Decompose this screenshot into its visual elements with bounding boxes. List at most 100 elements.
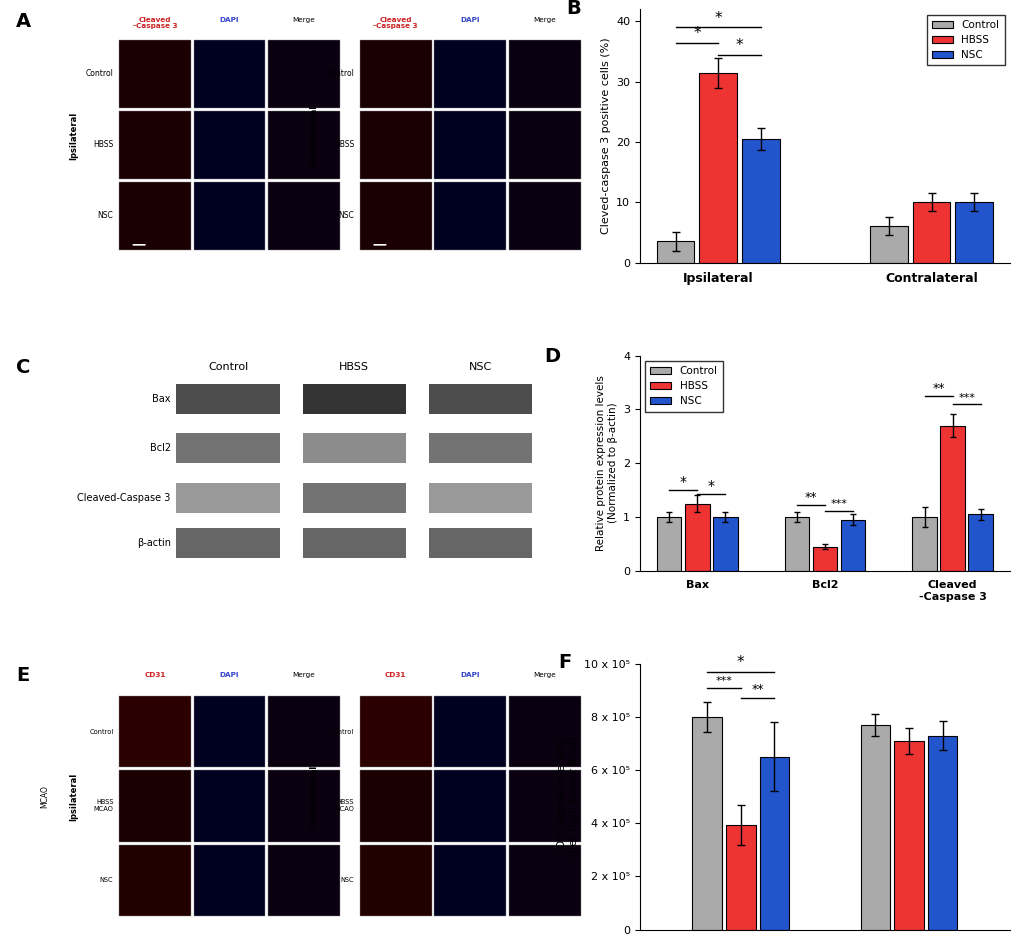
Bar: [656, 241, 694, 263]
FancyBboxPatch shape: [428, 483, 531, 513]
Text: HBSS: HBSS: [93, 140, 113, 149]
Text: *: *: [679, 475, 686, 489]
FancyBboxPatch shape: [434, 39, 505, 108]
Bar: [726, 824, 755, 930]
Text: DAPI: DAPI: [219, 17, 239, 23]
FancyBboxPatch shape: [428, 528, 531, 558]
Y-axis label: CD31 signal intensity
(per high power filed): CD31 signal intensity (per high power fi…: [556, 736, 578, 857]
Text: Bax: Bax: [152, 393, 170, 404]
FancyBboxPatch shape: [176, 528, 279, 558]
Text: Contralateral: Contralateral: [309, 765, 318, 828]
FancyBboxPatch shape: [508, 844, 580, 916]
Text: NSC: NSC: [338, 211, 354, 221]
Text: HBSS: HBSS: [338, 362, 369, 372]
FancyBboxPatch shape: [508, 696, 580, 767]
Text: *: *: [707, 479, 714, 493]
FancyBboxPatch shape: [428, 383, 531, 414]
Y-axis label: Cleved-caspase 3 positive cells (%): Cleved-caspase 3 positive cells (%): [600, 38, 610, 235]
FancyBboxPatch shape: [268, 770, 339, 842]
Text: **: **: [804, 491, 816, 504]
Text: HBSS: HBSS: [333, 140, 354, 149]
Bar: [912, 202, 950, 263]
Bar: [955, 202, 993, 263]
FancyBboxPatch shape: [360, 696, 431, 767]
Text: HBSS
MCAO: HBSS MCAO: [94, 799, 113, 812]
Bar: [712, 517, 737, 571]
FancyBboxPatch shape: [194, 770, 265, 842]
FancyBboxPatch shape: [360, 39, 431, 108]
Text: CD31: CD31: [384, 671, 406, 678]
FancyBboxPatch shape: [119, 111, 191, 179]
Text: Control: Control: [86, 69, 113, 79]
Bar: [656, 517, 681, 571]
Bar: [812, 546, 837, 571]
Bar: [699, 72, 737, 263]
Text: B: B: [566, 0, 580, 18]
Y-axis label: Relative protein expression levels
(Normalized to β-actin): Relative protein expression levels (Norm…: [595, 376, 616, 551]
FancyBboxPatch shape: [508, 39, 580, 108]
FancyBboxPatch shape: [194, 844, 265, 916]
Text: ***: ***: [715, 675, 732, 685]
Text: ***: ***: [957, 393, 974, 403]
Text: D: D: [543, 347, 559, 366]
Text: β-actin: β-actin: [137, 538, 170, 547]
FancyBboxPatch shape: [194, 181, 265, 250]
Text: Control: Control: [208, 362, 248, 372]
Bar: [692, 717, 721, 930]
Bar: [869, 226, 907, 263]
Text: Cleaved
-Caspase 3: Cleaved -Caspase 3: [373, 17, 418, 29]
Text: ***: ***: [829, 500, 847, 510]
Bar: [860, 725, 890, 930]
FancyBboxPatch shape: [119, 844, 191, 916]
Text: C: C: [16, 358, 31, 377]
Text: Ipsilateral: Ipsilateral: [68, 773, 77, 821]
Text: Merge: Merge: [292, 17, 315, 23]
FancyBboxPatch shape: [303, 528, 406, 558]
FancyBboxPatch shape: [194, 111, 265, 179]
Text: MCAO: MCAO: [40, 785, 49, 808]
Text: Cleaved
-Caspase 3: Cleaved -Caspase 3: [132, 17, 177, 29]
Text: Control: Control: [329, 729, 354, 734]
Text: F: F: [558, 654, 572, 672]
FancyBboxPatch shape: [268, 39, 339, 108]
FancyBboxPatch shape: [508, 770, 580, 842]
FancyBboxPatch shape: [268, 696, 339, 767]
FancyBboxPatch shape: [268, 844, 339, 916]
FancyBboxPatch shape: [360, 844, 431, 916]
FancyBboxPatch shape: [434, 770, 505, 842]
Bar: [940, 425, 964, 571]
FancyBboxPatch shape: [194, 696, 265, 767]
FancyBboxPatch shape: [434, 696, 505, 767]
Text: **: **: [751, 684, 763, 696]
FancyBboxPatch shape: [434, 181, 505, 250]
Text: *: *: [692, 25, 700, 40]
Bar: [911, 517, 936, 571]
Text: NSC: NSC: [100, 877, 113, 884]
FancyBboxPatch shape: [508, 181, 580, 250]
FancyBboxPatch shape: [176, 433, 279, 463]
FancyBboxPatch shape: [303, 483, 406, 513]
Text: Ipsilateral: Ipsilateral: [68, 112, 77, 161]
Text: NSC: NSC: [468, 362, 491, 372]
Text: CD31: CD31: [144, 671, 165, 678]
Text: A: A: [16, 12, 31, 31]
Text: **: **: [931, 382, 944, 394]
FancyBboxPatch shape: [119, 39, 191, 108]
FancyBboxPatch shape: [119, 181, 191, 250]
Bar: [784, 517, 808, 571]
Legend: Control, HBSS, NSC: Control, HBSS, NSC: [645, 361, 722, 411]
Bar: [840, 519, 864, 571]
FancyBboxPatch shape: [176, 383, 279, 414]
FancyBboxPatch shape: [360, 181, 431, 250]
Text: E: E: [16, 667, 30, 685]
FancyBboxPatch shape: [176, 483, 279, 513]
Bar: [894, 741, 923, 930]
Text: DAPI: DAPI: [460, 17, 480, 23]
Bar: [759, 757, 789, 930]
FancyBboxPatch shape: [434, 111, 505, 179]
Text: *: *: [735, 38, 743, 53]
Text: HBSS
MCAO: HBSS MCAO: [334, 799, 354, 812]
FancyBboxPatch shape: [268, 111, 339, 179]
Text: NSC: NSC: [98, 211, 113, 221]
Legend: Control, HBSS, NSC: Control, HBSS, NSC: [926, 15, 1004, 66]
